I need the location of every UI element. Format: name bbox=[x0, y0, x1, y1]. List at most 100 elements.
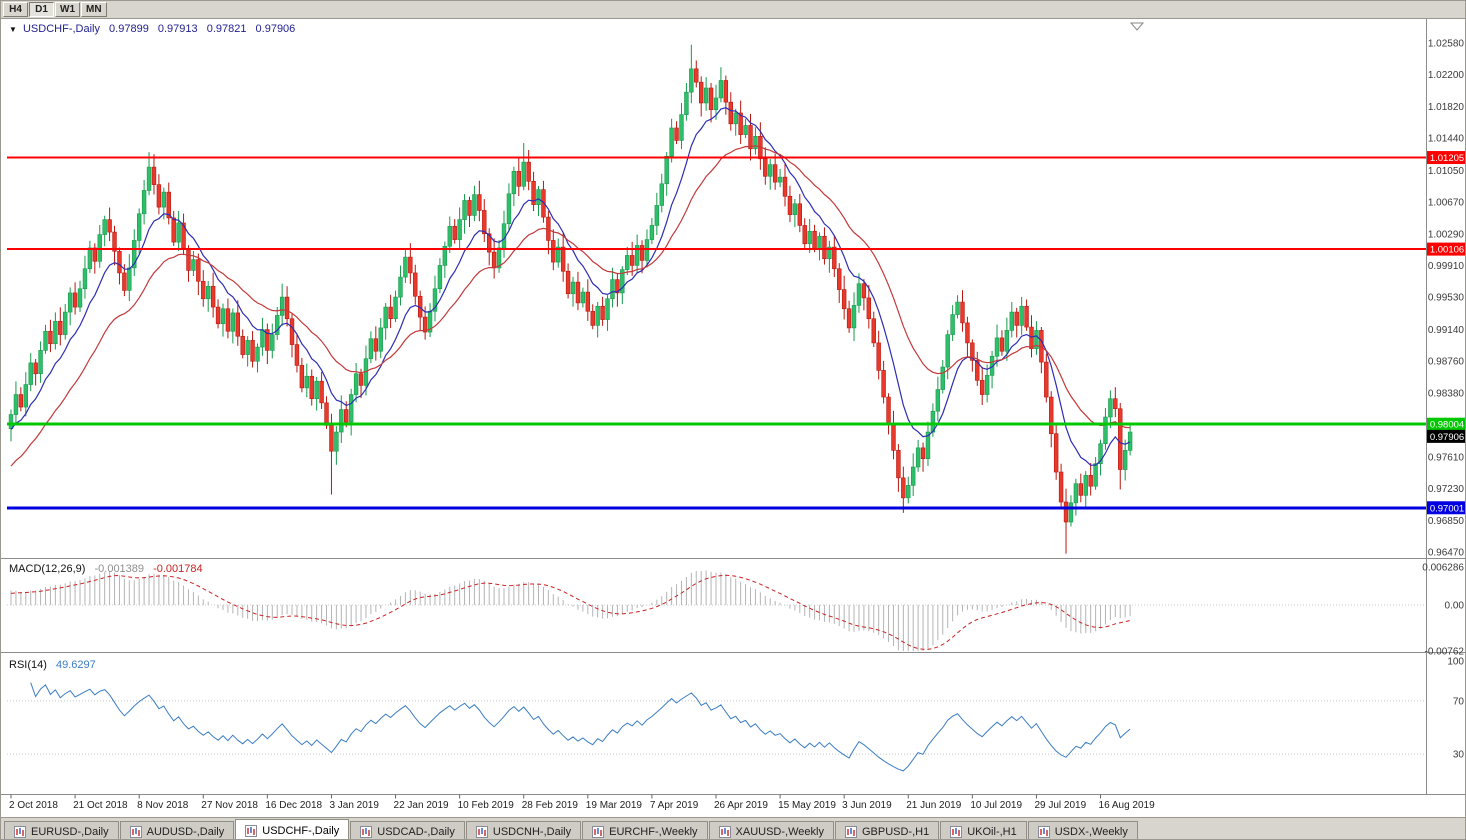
macd-name: MACD(12,26,9) bbox=[9, 563, 86, 575]
svg-text:0.97001: 0.97001 bbox=[1430, 503, 1464, 514]
rsi-axis[interactable]: 100 70 30 bbox=[1447, 657, 1464, 761]
svg-text:15 May 2019: 15 May 2019 bbox=[778, 800, 836, 811]
svg-text:1.01050: 1.01050 bbox=[1428, 166, 1465, 177]
rsi-indicator-label: RSI(14) 49.6297 bbox=[9, 659, 96, 671]
quote-close: 0.97906 bbox=[255, 23, 296, 35]
macd-main-value: -0.001389 bbox=[94, 563, 145, 575]
svg-text:0.97230: 0.97230 bbox=[1428, 484, 1465, 495]
indicator-levels bbox=[7, 604, 1426, 755]
svg-text:10 Jul 2019: 10 Jul 2019 bbox=[970, 800, 1022, 811]
svg-text:21 Oct 2018: 21 Oct 2018 bbox=[73, 800, 128, 811]
chart-tab-label: AUDUSD-,Daily bbox=[146, 825, 225, 838]
svg-text:0.96850: 0.96850 bbox=[1428, 516, 1465, 527]
moving-average-25 bbox=[10, 145, 1131, 467]
macd-indicator-label: MACD(12,26,9) -0.001389 -0.001784 bbox=[9, 563, 203, 575]
chart-tab-label: UKOil-,H1 bbox=[967, 825, 1017, 838]
price-axis[interactable]: 1.02580 1.02200 1.01820 1.01440 1.01050 1.006… bbox=[1428, 38, 1465, 558]
chart-tab-usdcnh-daily[interactable]: USDCNH-,Daily bbox=[465, 821, 582, 839]
chart-tab-icon bbox=[844, 825, 857, 838]
chart-tab-usdx-weekly[interactable]: USDX-,Weekly bbox=[1027, 821, 1138, 839]
panel-separators bbox=[1, 19, 1465, 795]
macd-axis[interactable]: 0.006286 0.00 -0.00762 bbox=[1422, 563, 1464, 658]
hline-resistance-upper[interactable]: 1.01205 bbox=[7, 151, 1466, 165]
svg-text:0.98380: 0.98380 bbox=[1428, 388, 1465, 399]
chart-area[interactable]: 1.01205 1.00106 0.98004 0.97001 0.97906 1.025… bbox=[1, 19, 1466, 817]
svg-text:1.01205: 1.01205 bbox=[1430, 153, 1464, 164]
candlesticks bbox=[8, 44, 1133, 554]
timeframe-button-d1[interactable]: D1 bbox=[29, 2, 54, 17]
svg-text:1.01440: 1.01440 bbox=[1428, 133, 1465, 144]
chart-tab-gbpusd-h1[interactable]: GBPUSD-,H1 bbox=[834, 821, 940, 839]
svg-text:7 Apr 2019: 7 Apr 2019 bbox=[650, 800, 699, 811]
hline-resistance-lower[interactable]: 1.00106 bbox=[7, 242, 1466, 256]
chart-tab-icon bbox=[950, 825, 963, 838]
hline-support-blue[interactable]: 0.97001 bbox=[7, 501, 1466, 515]
timeframe-button-h4[interactable]: H4 bbox=[3, 2, 28, 17]
chart-shift-marker[interactable] bbox=[1129, 22, 1145, 31]
chart-tab-label: USDCAD-,Daily bbox=[377, 825, 455, 838]
chart-symbol-period: USDCHF-,Daily bbox=[22, 23, 100, 35]
svg-text:1.02580: 1.02580 bbox=[1428, 38, 1465, 49]
svg-text:0.98004: 0.98004 bbox=[1430, 420, 1464, 431]
quote-low: 0.97821 bbox=[206, 23, 247, 35]
svg-text:-0.00762: -0.00762 bbox=[1425, 647, 1465, 658]
svg-text:26 Apr 2019: 26 Apr 2019 bbox=[714, 800, 768, 811]
chart-tab-icon bbox=[1037, 825, 1050, 838]
symbol-dropdown-marker-icon[interactable]: ▼ bbox=[9, 24, 17, 34]
rsi-value: 49.6297 bbox=[55, 659, 96, 671]
chart-tab-label: USDX-,Weekly bbox=[1054, 825, 1128, 838]
svg-text:100: 100 bbox=[1447, 657, 1464, 668]
chart-tab-label: EURCHF-,Weekly bbox=[609, 825, 698, 838]
chart-tab-icon bbox=[592, 825, 605, 838]
svg-text:0.96470: 0.96470 bbox=[1428, 548, 1465, 559]
chart-tabs-bar: EURUSD-,Daily AUDUSD-,Daily USDCHF-,Daily U… bbox=[1, 817, 1465, 839]
svg-text:0.99910: 0.99910 bbox=[1428, 261, 1465, 272]
svg-text:28 Feb 2019: 28 Feb 2019 bbox=[522, 800, 579, 811]
chart-tab-icon bbox=[14, 825, 26, 838]
svg-text:2 Oct 2018: 2 Oct 2018 bbox=[9, 800, 58, 811]
macd-histogram bbox=[10, 570, 1131, 651]
svg-text:10 Feb 2019: 10 Feb 2019 bbox=[458, 800, 515, 811]
svg-text:70: 70 bbox=[1453, 696, 1465, 707]
timeframe-toolbar: H4 D1 W1 MN bbox=[1, 1, 1465, 19]
svg-text:19 Mar 2019: 19 Mar 2019 bbox=[586, 800, 643, 811]
timeframe-button-mn[interactable]: MN bbox=[81, 2, 107, 17]
chart-tab-label: GBPUSD-,H1 bbox=[861, 825, 930, 838]
chart-tab-icon bbox=[129, 825, 142, 838]
chart-tab-usdcad-daily[interactable]: USDCAD-,Daily bbox=[350, 821, 465, 839]
time-axis[interactable]: 2 Oct 2018 21 Oct 2018 8 Nov 2018 27 Nov 20… bbox=[9, 794, 1155, 812]
svg-text:1.00106: 1.00106 bbox=[1430, 245, 1464, 256]
chart-tab-label: USDCNH-,Daily bbox=[492, 825, 572, 838]
svg-text:3 Jun 2019: 3 Jun 2019 bbox=[842, 800, 892, 811]
chart-tab-icon bbox=[360, 825, 373, 838]
hline-support-green[interactable]: 0.98004 bbox=[7, 417, 1466, 431]
svg-text:0.97906: 0.97906 bbox=[1430, 432, 1464, 443]
svg-text:22 Jan 2019: 22 Jan 2019 bbox=[394, 800, 449, 811]
chart-canvas[interactable]: 1.012051.001060.980040.970010.979061.025… bbox=[1, 19, 1466, 817]
timeframe-button-w1[interactable]: W1 bbox=[55, 2, 80, 17]
svg-text:3 Jan 2019: 3 Jan 2019 bbox=[329, 800, 379, 811]
chart-tab-xauusd-weekly[interactable]: XAUUSD-,Weekly bbox=[708, 821, 834, 839]
svg-text:8 Nov 2018: 8 Nov 2018 bbox=[137, 800, 189, 811]
svg-text:27 Nov 2018: 27 Nov 2018 bbox=[201, 800, 258, 811]
svg-text:1.00670: 1.00670 bbox=[1428, 198, 1465, 209]
svg-text:29 Jul 2019: 29 Jul 2019 bbox=[1034, 800, 1086, 811]
chart-tab-icon bbox=[475, 825, 488, 838]
chart-tab-ukoil-h1[interactable]: UKOil-,H1 bbox=[940, 821, 1027, 839]
chart-tab-icon bbox=[245, 824, 258, 837]
current-price-label: 0.97906 bbox=[1427, 429, 1465, 443]
chart-tab-label: USDCHF-,Daily bbox=[262, 824, 340, 837]
svg-text:0.00: 0.00 bbox=[1445, 600, 1465, 611]
chart-tab-eurchf-weekly[interactable]: EURCHF-,Weekly bbox=[582, 821, 708, 839]
rsi-line bbox=[30, 682, 1131, 772]
svg-text:30: 30 bbox=[1453, 750, 1465, 761]
quote-open: 0.97899 bbox=[109, 23, 149, 35]
chart-tab-audusd-daily[interactable]: AUDUSD-,Daily bbox=[119, 821, 235, 839]
svg-text:0.98760: 0.98760 bbox=[1428, 357, 1465, 368]
svg-text:1.01820: 1.01820 bbox=[1428, 102, 1465, 113]
chart-tab-label: EURUSD-,Daily bbox=[31, 825, 109, 838]
svg-text:1.02200: 1.02200 bbox=[1428, 70, 1465, 81]
chart-tab-usdchf-daily[interactable]: USDCHF-,Daily bbox=[235, 819, 350, 839]
chart-tab-eurusd-daily[interactable]: EURUSD-,Daily bbox=[4, 821, 119, 839]
